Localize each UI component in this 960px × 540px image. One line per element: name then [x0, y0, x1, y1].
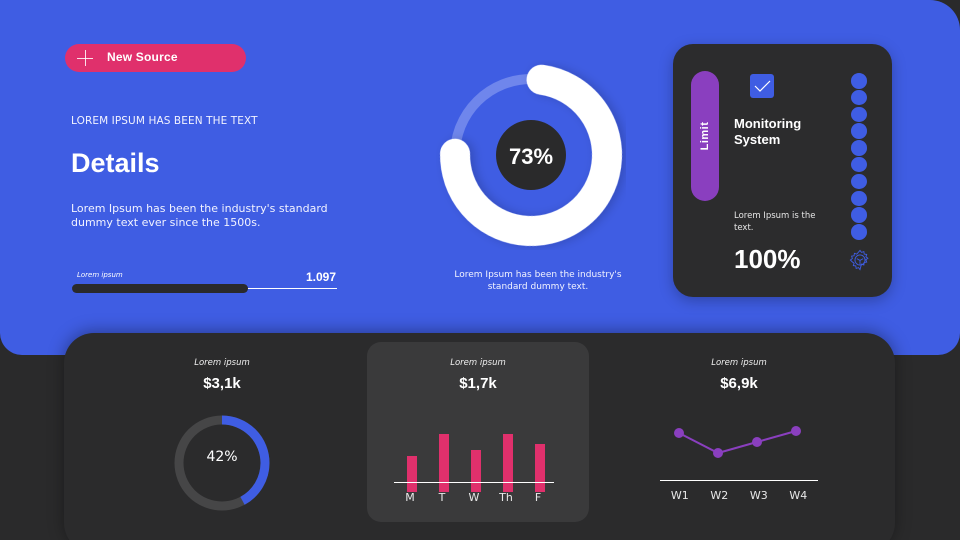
stat-caption: Lorem ipsum: [194, 358, 250, 368]
monitor-title: Monitoring System: [734, 116, 802, 147]
checkbox-checked-icon[interactable]: [750, 74, 774, 98]
page-title: Details: [71, 148, 160, 178]
status-dot: [851, 140, 867, 156]
big-donut-chart: 73%: [440, 64, 622, 246]
bar-x-axis: [394, 482, 554, 483]
hero-panel: New Source LOREM IPSUM HAS BEEN THE TEXT…: [0, 0, 960, 355]
line-point: [791, 426, 801, 436]
line-series: [678, 430, 797, 455]
line-label: W4: [789, 489, 808, 502]
status-dot: [851, 73, 867, 89]
donut-caption: Lorem Ipsum has been the industry's stan…: [454, 270, 622, 292]
line-point: [674, 428, 684, 438]
stats-panel: Lorem ipsum $3,1k 42% Lorem ipsum $1,7k …: [64, 333, 895, 540]
line-point: [752, 437, 762, 447]
new-source-label: New Source: [107, 50, 178, 64]
metric-label: Lorem ipsum: [77, 271, 123, 279]
donut-center: [496, 120, 566, 190]
line-label: W3: [749, 489, 768, 502]
status-dot: [851, 173, 867, 190]
line-label: W2: [710, 489, 729, 502]
new-source-button[interactable]: New Source: [65, 44, 246, 72]
bar-label: Th: [499, 491, 513, 504]
bar-x-labels: M T W Th F: [394, 491, 554, 504]
limit-label: Limit: [699, 121, 711, 151]
bar-label: T: [438, 491, 446, 504]
status-dot: [851, 156, 867, 173]
status-dot: [851, 89, 867, 106]
stat-card-donut: Lorem ipsum $3,1k: [102, 333, 342, 533]
bar-t: [439, 434, 449, 492]
stat-caption: Lorem ipsum: [450, 358, 506, 368]
status-dot: [851, 123, 867, 139]
status-dot: [851, 106, 867, 123]
bar-chart: [407, 434, 545, 492]
monitoring-card: Limit Monitoring System Lorem Ipsum is t…: [673, 44, 892, 297]
bar-th: [503, 434, 513, 492]
stat-amount: $1,7k: [459, 375, 497, 392]
monitor-description: Lorem Ipsum is the text.: [734, 211, 816, 233]
bar-label: W: [468, 491, 480, 504]
limit-toggle[interactable]: Limit: [691, 71, 719, 201]
donut-percent: 42%: [206, 449, 238, 465]
status-dot: [851, 207, 867, 223]
small-donut-chart: [174, 415, 270, 511]
stat-amount: $6,9k: [720, 375, 758, 392]
status-dot: [851, 224, 867, 240]
plus-icon: [77, 50, 93, 66]
line-point: [713, 448, 723, 458]
donut-progress-arc: [174, 415, 270, 511]
metric-value: 1.097: [305, 270, 336, 284]
line-x-labels: W1 W2 W3 W4: [660, 489, 818, 502]
bar-m: [407, 456, 417, 492]
line-label: W1: [670, 489, 689, 502]
section-overline: LOREM IPSUM HAS BEEN THE TEXT: [71, 115, 258, 127]
progress-bar[interactable]: [72, 284, 248, 293]
bar-f: [535, 444, 545, 492]
details-description: Lorem Ipsum has been the industry's stan…: [71, 202, 328, 229]
stat-card-line: Lorem ipsum $6,9k: [619, 333, 859, 533]
status-dots: [851, 73, 868, 240]
donut-value: 73%: [509, 144, 553, 169]
bar-label: F: [534, 491, 542, 504]
gear-icon[interactable]: [849, 249, 871, 271]
bar-w: [471, 450, 481, 492]
bar-label: M: [405, 491, 415, 504]
line-x-axis: [660, 480, 818, 481]
stat-caption: Lorem ipsum: [711, 358, 767, 368]
monitor-percent: 100%: [734, 244, 801, 274]
line-chart: [674, 426, 801, 458]
status-dot: [851, 190, 867, 207]
stat-header: Lorem ipsum $1,7k: [358, 342, 598, 540]
donut-progress-arc: [440, 64, 622, 246]
stat-amount: $3,1k: [203, 375, 241, 392]
stat-card-bars: Lorem ipsum $1,7k M T W Th F: [367, 342, 589, 522]
